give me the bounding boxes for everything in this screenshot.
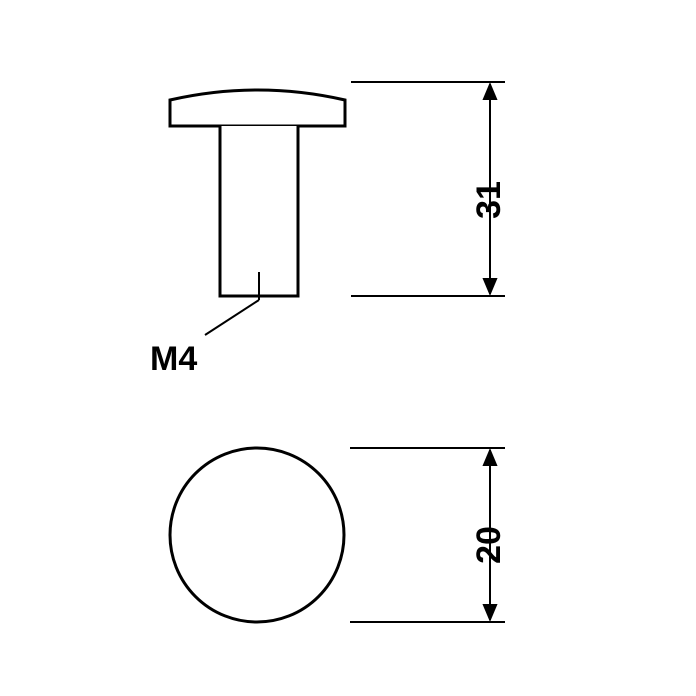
- thread-leader: [205, 300, 259, 335]
- technical-drawing: M4 31 20: [0, 0, 696, 696]
- diameter-value: 20: [470, 526, 508, 564]
- thread-label: M4: [150, 340, 197, 378]
- arrowhead: [482, 82, 497, 100]
- arrowhead: [482, 278, 497, 296]
- arrowhead: [482, 604, 497, 622]
- arrowhead: [482, 448, 497, 466]
- height-value: 31: [470, 181, 508, 219]
- knob-head: [170, 90, 345, 126]
- knob-top-circle: [170, 448, 344, 622]
- knob-shaft: [220, 126, 298, 296]
